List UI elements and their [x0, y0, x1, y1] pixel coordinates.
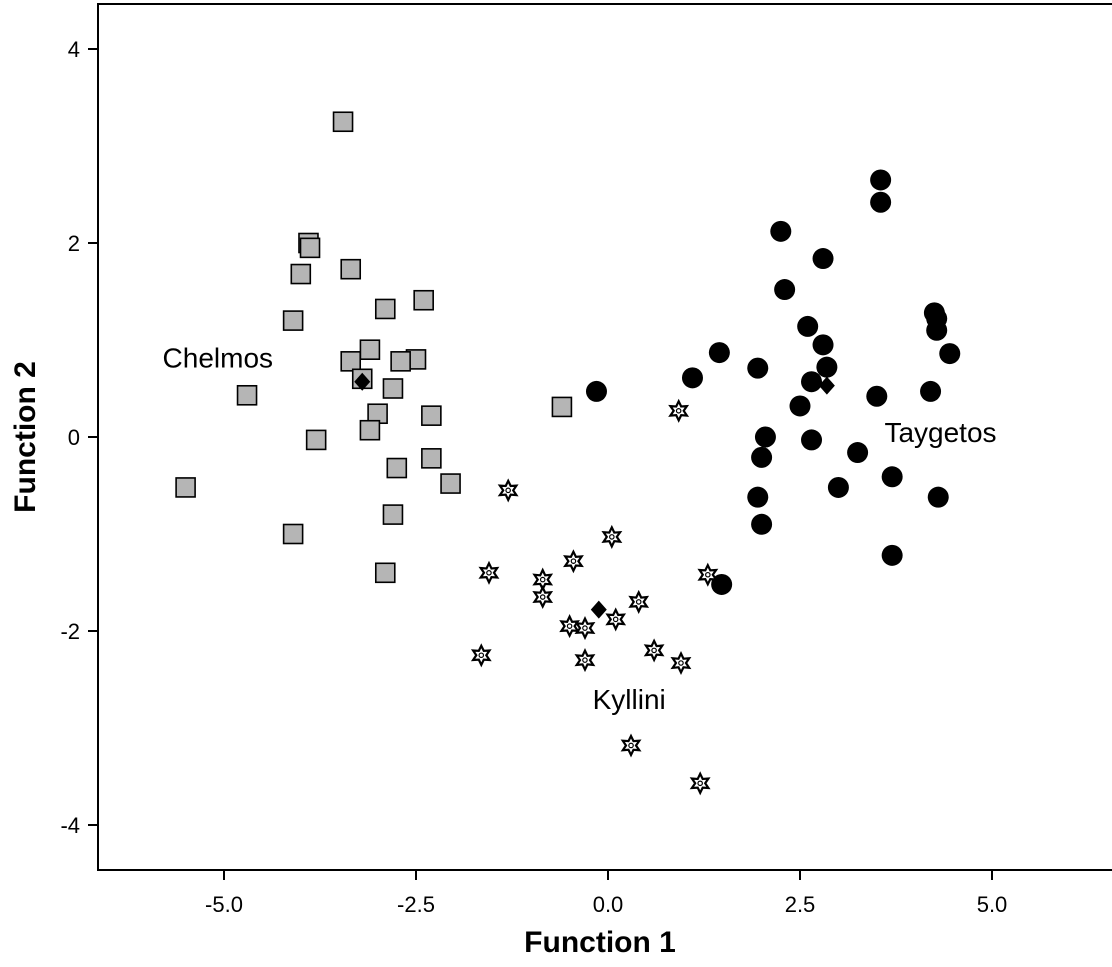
- circle-point: [751, 446, 773, 468]
- y-axis-title: Function 2: [9, 361, 42, 513]
- group-label: Kyllini: [593, 684, 666, 715]
- star-point-center: [539, 594, 546, 600]
- circle-point: [747, 357, 769, 379]
- x-tick-label: 5.0: [977, 892, 1008, 917]
- group-label: Chelmos: [163, 342, 273, 373]
- star-point-center: [651, 647, 657, 654]
- star-point-center: [505, 487, 511, 494]
- y-tick-label: -2: [60, 619, 80, 644]
- circle-point: [681, 367, 703, 389]
- circle-point: [870, 169, 892, 191]
- square-point: [175, 477, 196, 498]
- group-labels: Chelmos Taygetos Kyllini: [163, 342, 997, 714]
- star-point-center: [628, 742, 634, 749]
- square-point: [332, 111, 354, 133]
- star-point-center: [705, 571, 711, 578]
- star-point-center: [612, 616, 619, 623]
- x-axis: -5.0 -2.5 0.0 2.5 5.0: [205, 870, 1007, 917]
- star-point-center: [582, 625, 588, 631]
- circle-point: [754, 426, 776, 448]
- square-point: [290, 263, 312, 285]
- y-tick-label: 0: [68, 425, 80, 450]
- circle-point: [797, 315, 819, 337]
- square-point: [413, 289, 434, 311]
- square-point: [236, 384, 258, 406]
- y-axis: -4 -2 0 2 4: [60, 37, 98, 838]
- square-point: [382, 378, 404, 399]
- square-point: [282, 310, 304, 331]
- circle-point: [870, 191, 892, 213]
- centroid-marker: [590, 600, 607, 619]
- x-tick-label: 0.0: [593, 892, 624, 917]
- square-point: [386, 457, 408, 479]
- y-tick-label: 2: [68, 231, 80, 256]
- circle-point: [708, 342, 730, 364]
- circle-point: [827, 476, 849, 498]
- centroid-marker: [818, 376, 835, 395]
- square-point: [282, 523, 304, 545]
- star-point-center: [570, 558, 577, 564]
- y-tick-label: -4: [60, 813, 80, 838]
- square-point: [299, 237, 321, 259]
- square-point: [374, 298, 396, 320]
- y-tick-label: 4: [68, 37, 80, 62]
- star-point-center: [539, 576, 546, 583]
- star-point-center: [697, 780, 703, 787]
- circle-point: [789, 395, 811, 417]
- square-point: [305, 429, 327, 451]
- circle-point: [847, 442, 869, 464]
- circle-point: [927, 486, 949, 508]
- square-point: [421, 448, 442, 469]
- square-point: [440, 473, 461, 494]
- circle-point: [939, 343, 961, 365]
- star-point-center: [609, 534, 615, 540]
- star-point-center: [566, 623, 573, 629]
- circle-point: [747, 486, 769, 508]
- x-tick-label: -5.0: [205, 892, 243, 917]
- square-point: [382, 504, 404, 525]
- circle-point: [812, 248, 834, 270]
- square-point: [390, 351, 411, 372]
- square-point: [374, 562, 396, 584]
- square-point: [421, 405, 442, 426]
- data-points: [175, 111, 961, 796]
- x-tick-label: -2.5: [397, 892, 435, 917]
- square-point: [359, 339, 381, 361]
- star-point-center: [582, 657, 588, 663]
- star-point-center: [678, 660, 684, 666]
- circle-point: [770, 220, 792, 242]
- circle-point: [812, 334, 834, 356]
- star-point-center: [486, 569, 492, 576]
- star-point-center: [478, 652, 485, 659]
- circle-point: [801, 429, 823, 451]
- circle-point: [751, 513, 773, 535]
- centroid-marker: [354, 372, 371, 391]
- circle-point: [926, 319, 948, 341]
- group-label: Taygetos: [884, 417, 996, 448]
- circle-point: [881, 544, 903, 566]
- circle-point: [920, 380, 942, 402]
- star-point-center: [635, 599, 642, 605]
- circle-point: [801, 371, 823, 393]
- star-point-center: [675, 408, 682, 414]
- square-point: [340, 258, 362, 280]
- x-axis-title: Function 1: [524, 926, 676, 959]
- circle-point: [881, 466, 903, 488]
- circle-point: [774, 279, 796, 301]
- square-point: [340, 351, 362, 372]
- x-tick-label: 2.5: [785, 892, 816, 917]
- circle-point: [816, 356, 838, 378]
- circle-point: [866, 385, 888, 407]
- square-point: [551, 396, 573, 418]
- square-point: [359, 419, 381, 441]
- circle-point: [585, 380, 607, 402]
